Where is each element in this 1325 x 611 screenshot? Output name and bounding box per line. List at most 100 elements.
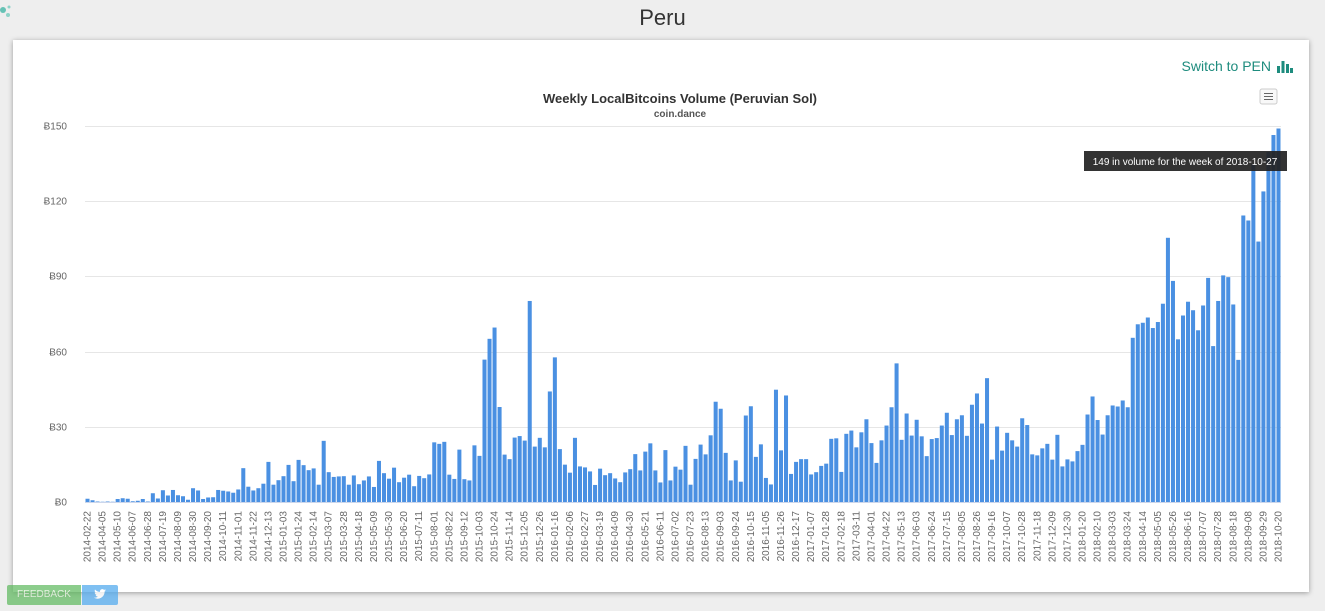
bar[interactable] (829, 438, 834, 502)
bar[interactable] (990, 459, 995, 502)
bar[interactable] (502, 454, 507, 502)
bar[interactable] (1010, 440, 1015, 502)
bar[interactable] (934, 438, 939, 502)
bar[interactable] (1231, 304, 1236, 502)
bar[interactable] (889, 407, 894, 502)
bar[interactable] (1025, 425, 1030, 502)
bar[interactable] (130, 501, 135, 502)
bar[interactable] (1221, 275, 1226, 502)
bar[interactable] (995, 426, 1000, 502)
bar[interactable] (849, 430, 854, 502)
bar[interactable] (598, 468, 603, 502)
bar[interactable] (1130, 337, 1135, 502)
bar[interactable] (1090, 396, 1095, 502)
bar[interactable] (1055, 434, 1060, 502)
bar[interactable] (387, 478, 392, 502)
bar[interactable] (271, 484, 276, 502)
bar[interactable] (552, 357, 557, 502)
bar[interactable] (929, 439, 934, 502)
bar[interactable] (402, 477, 407, 502)
bar[interactable] (633, 454, 638, 502)
bar[interactable] (226, 491, 231, 502)
bar[interactable] (457, 449, 462, 502)
bar[interactable] (115, 498, 120, 502)
bar[interactable] (216, 489, 221, 502)
bar[interactable] (1155, 322, 1160, 502)
bar[interactable] (758, 444, 763, 502)
bar[interactable] (422, 478, 427, 502)
bar[interactable] (452, 478, 457, 502)
bar[interactable] (95, 501, 100, 503)
bar[interactable] (1150, 328, 1155, 502)
bar[interactable] (748, 406, 753, 502)
bar[interactable] (331, 476, 336, 502)
bar[interactable] (869, 443, 874, 502)
bar[interactable] (1236, 359, 1241, 502)
bar[interactable] (1125, 407, 1130, 502)
bar[interactable] (266, 461, 271, 502)
bar[interactable] (864, 419, 869, 502)
bar[interactable] (658, 482, 663, 502)
bar[interactable] (909, 435, 914, 502)
bar[interactable] (1261, 191, 1266, 503)
bar[interactable] (884, 425, 889, 502)
bar[interactable] (814, 472, 819, 502)
bar[interactable] (376, 460, 381, 502)
bar[interactable] (507, 459, 512, 502)
bar[interactable] (824, 463, 829, 502)
bar[interactable] (763, 477, 768, 502)
bar[interactable] (985, 378, 990, 502)
bar[interactable] (964, 435, 969, 502)
bar[interactable] (1266, 152, 1271, 502)
bar[interactable] (1175, 339, 1180, 502)
chart-menu-button[interactable] (1259, 88, 1278, 105)
bar[interactable] (90, 500, 95, 502)
bar[interactable] (1201, 305, 1206, 502)
bar[interactable] (1110, 405, 1115, 502)
bar[interactable] (969, 404, 974, 502)
bar[interactable] (949, 435, 954, 502)
bar[interactable] (206, 497, 211, 502)
bar[interactable] (703, 454, 708, 502)
bar[interactable] (437, 443, 442, 502)
bar[interactable] (306, 470, 311, 502)
bar[interactable] (211, 497, 216, 502)
bar[interactable] (1045, 443, 1050, 502)
bar[interactable] (914, 419, 919, 502)
bar[interactable] (1170, 280, 1175, 502)
bar[interactable] (311, 468, 316, 502)
bar[interactable] (613, 478, 618, 502)
bar[interactable] (1115, 406, 1120, 503)
bar[interactable] (397, 482, 402, 502)
bar[interactable] (979, 423, 985, 502)
bar[interactable] (467, 480, 472, 502)
bar[interactable] (407, 474, 412, 502)
bar[interactable] (1165, 237, 1170, 503)
bar[interactable] (663, 450, 668, 502)
bar[interactable] (412, 486, 417, 502)
bar[interactable] (522, 440, 527, 502)
bar[interactable] (427, 474, 432, 502)
bar[interactable] (809, 474, 814, 502)
bar[interactable] (1160, 303, 1165, 502)
bar[interactable] (155, 498, 160, 502)
bar[interactable] (261, 483, 266, 502)
bar[interactable] (191, 488, 196, 502)
bar[interactable] (1020, 418, 1025, 502)
bar[interactable] (417, 475, 422, 502)
bar[interactable] (894, 363, 899, 502)
bar[interactable] (201, 498, 206, 502)
bar[interactable] (879, 440, 884, 502)
bar[interactable] (497, 407, 502, 502)
bar[interactable] (120, 498, 125, 502)
bar[interactable] (1251, 164, 1256, 502)
bar[interactable] (924, 456, 929, 502)
bar[interactable] (221, 490, 226, 502)
bar[interactable] (170, 489, 175, 502)
bar[interactable] (1085, 414, 1090, 502)
bar[interactable] (653, 470, 658, 502)
bar[interactable] (618, 482, 623, 502)
bar[interactable] (85, 498, 90, 502)
bar[interactable] (1005, 432, 1010, 502)
bar[interactable] (698, 444, 703, 502)
